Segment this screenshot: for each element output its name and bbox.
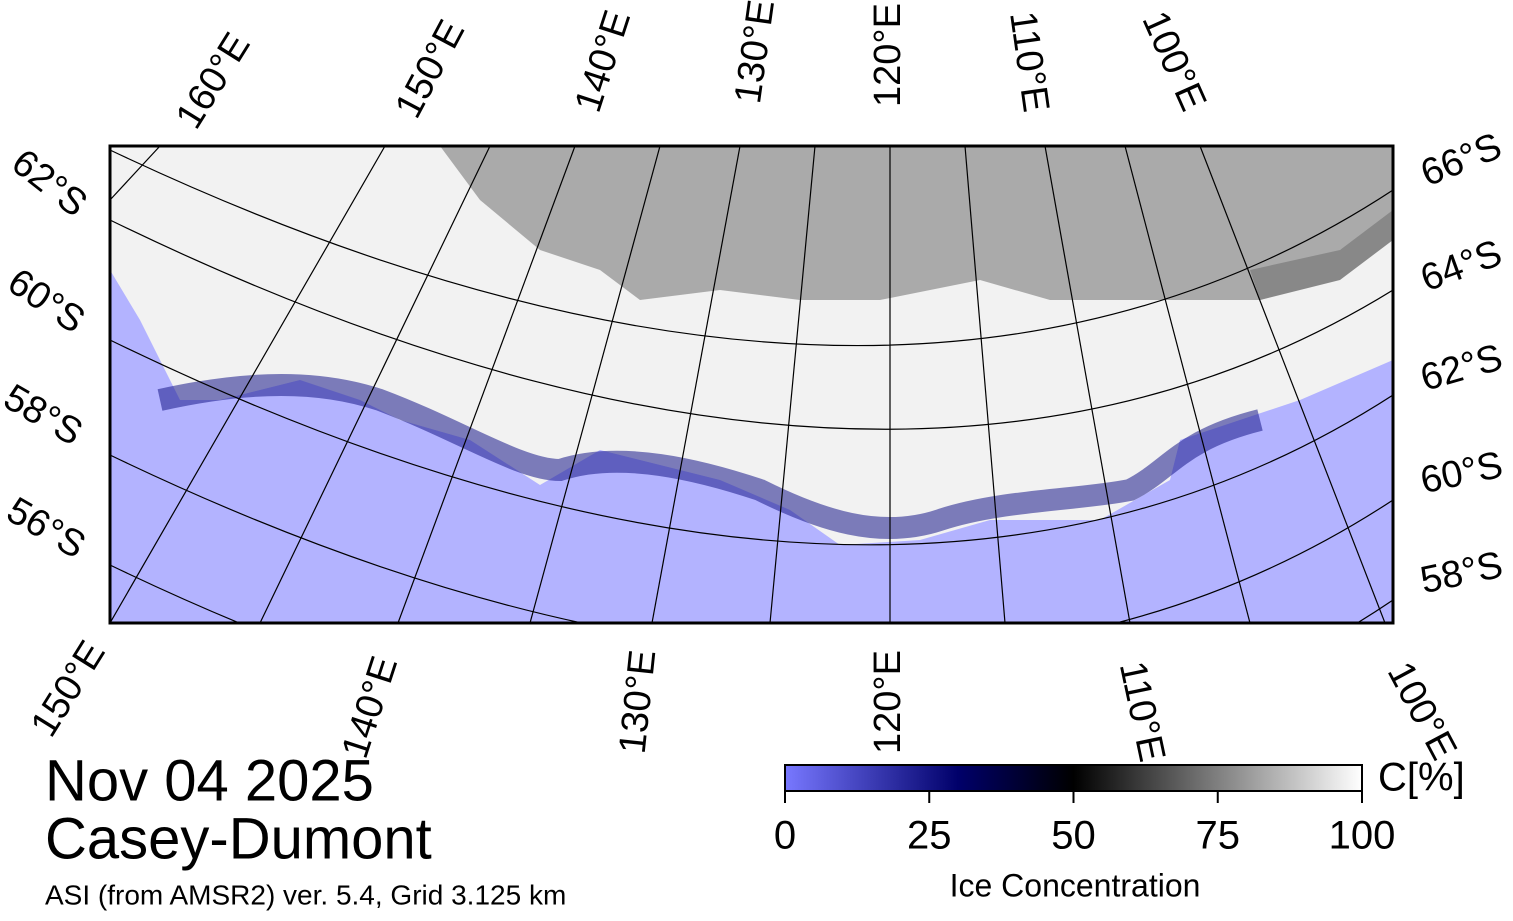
latitude-label: 60°S bbox=[1417, 444, 1507, 502]
longitude-label: 120°E bbox=[867, 650, 909, 754]
longitude-label: 160°E bbox=[168, 26, 259, 136]
ice-shelf bbox=[1250, 210, 1393, 300]
latitude-label: 62°S bbox=[4, 141, 95, 225]
longitude-label: 130°E bbox=[612, 648, 665, 756]
longitude-label: 150°E bbox=[387, 13, 473, 125]
latitude-label: 62°S bbox=[1416, 337, 1507, 400]
longitude-label: 110°E bbox=[1111, 658, 1173, 766]
colorbar bbox=[784, 764, 1363, 792]
longitude-label: 150°E bbox=[23, 634, 114, 744]
latitude-label: 56°S bbox=[0, 489, 92, 567]
colorbar-tick-label: 25 bbox=[907, 814, 952, 858]
region: Casey-Dumont bbox=[45, 806, 432, 871]
latitude-label: 64°S bbox=[1415, 232, 1507, 300]
latitude-label: 58°S bbox=[1417, 544, 1507, 602]
latitude-label: 58°S bbox=[0, 376, 89, 454]
longitude-label: 140°E bbox=[334, 651, 406, 763]
colorbar-tick-label: 50 bbox=[1051, 814, 1096, 858]
colorbar-tick-label: 100 bbox=[1329, 814, 1396, 858]
longitude-label: 120°E bbox=[867, 3, 909, 107]
colorbar-tick-label: 75 bbox=[1196, 814, 1241, 858]
source: ASI (from AMSR2) ver. 5.4, Grid 3.125 km bbox=[45, 879, 566, 910]
colorbar-tick-label: 0 bbox=[774, 814, 796, 858]
date: Nov 04 2025 bbox=[45, 748, 374, 813]
map-area bbox=[110, 146, 1393, 623]
longitude-label: 140°E bbox=[567, 5, 639, 117]
colorbar-label: Ice Concentration bbox=[950, 867, 1201, 903]
map-frame bbox=[108, 144, 1395, 625]
longitude-label: 130°E bbox=[727, 0, 783, 106]
longitude-label: 100°E bbox=[1133, 5, 1214, 117]
ice-edge bbox=[157, 374, 1263, 540]
latitude-label: 60°S bbox=[0, 261, 92, 342]
longitude-label: 100°E bbox=[1379, 655, 1465, 767]
graticule bbox=[110, 146, 1393, 623]
colorbar-unit: C[%] bbox=[1378, 756, 1465, 800]
longitude-label: 110°E bbox=[1001, 9, 1057, 115]
latitude-label: 66°S bbox=[1415, 125, 1508, 195]
